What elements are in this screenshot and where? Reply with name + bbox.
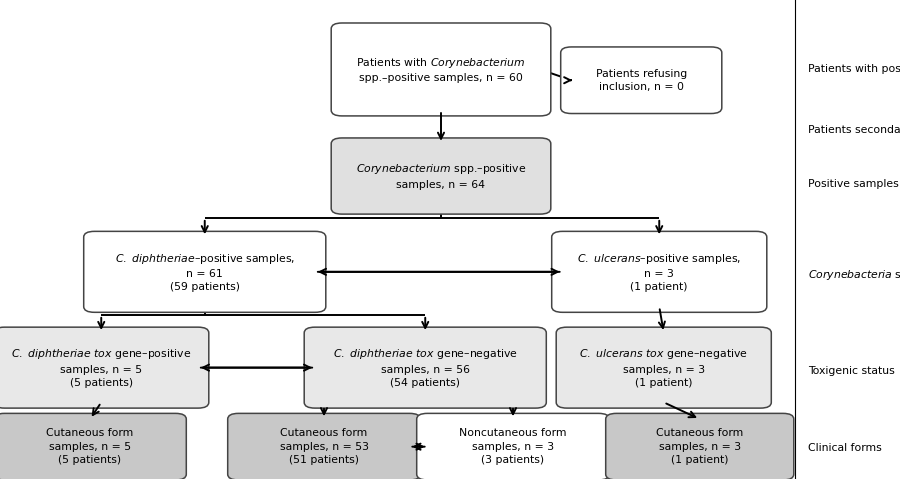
FancyBboxPatch shape xyxy=(304,327,546,408)
Text: Cutaneous form
samples, n = 53
(51 patients): Cutaneous form samples, n = 53 (51 patie… xyxy=(280,429,368,465)
Text: Positive samples: Positive samples xyxy=(808,180,899,189)
Text: Patients with $\it{Corynebacterium}$
spp.–positive samples, n = 60: Patients with $\it{Corynebacterium}$ spp… xyxy=(356,56,526,83)
FancyBboxPatch shape xyxy=(417,413,609,479)
Text: $\it{Corynebacteria}$ species: $\it{Corynebacteria}$ species xyxy=(808,268,900,283)
Text: Patients refusing
inclusion, n = 0: Patients refusing inclusion, n = 0 xyxy=(596,68,687,92)
Text: Noncutaneous form
samples, n = 3
(3 patients): Noncutaneous form samples, n = 3 (3 pati… xyxy=(459,429,567,465)
FancyBboxPatch shape xyxy=(0,327,209,408)
Text: Cutaneous form
samples, n = 5
(5 patients): Cutaneous form samples, n = 5 (5 patient… xyxy=(47,429,133,465)
Text: $\it{C.\ diphtheriae}$$\it{\ tox}$ gene–positive
samples, n = 5
(5 patients): $\it{C.\ diphtheriae}$$\it{\ tox}$ gene–… xyxy=(11,347,192,388)
FancyBboxPatch shape xyxy=(331,138,551,214)
FancyBboxPatch shape xyxy=(228,413,420,479)
FancyBboxPatch shape xyxy=(606,413,794,479)
FancyBboxPatch shape xyxy=(561,47,722,114)
Text: $\it{C.\ diphtheriae}$–positive samples,
n = 61
(59 patients): $\it{C.\ diphtheriae}$–positive samples,… xyxy=(114,251,295,292)
Text: Patients secondarily excluded: Patients secondarily excluded xyxy=(808,125,900,135)
Text: Toxigenic status: Toxigenic status xyxy=(808,366,895,376)
Text: $\it{C.\ ulcerans}$$\it{\ tox}$ gene–negative
samples, n = 3
(1 patient): $\it{C.\ ulcerans}$$\it{\ tox}$ gene–neg… xyxy=(580,347,748,388)
FancyBboxPatch shape xyxy=(0,413,186,479)
FancyBboxPatch shape xyxy=(84,231,326,312)
Text: $\it{C.\ ulcerans}$–positive samples,
n = 3
(1 patient): $\it{C.\ ulcerans}$–positive samples, n … xyxy=(577,251,742,292)
FancyBboxPatch shape xyxy=(552,231,767,312)
FancyBboxPatch shape xyxy=(556,327,771,408)
Text: Cutaneous form
samples, n = 3
(1 patient): Cutaneous form samples, n = 3 (1 patient… xyxy=(656,429,743,465)
Text: $\it{Corynebacterium}$ spp.–positive
samples, n = 64: $\it{Corynebacterium}$ spp.–positive sam… xyxy=(356,162,526,190)
FancyBboxPatch shape xyxy=(331,23,551,116)
Text: Clinical forms: Clinical forms xyxy=(808,443,882,453)
Text: Patients with positive samples: Patients with positive samples xyxy=(808,65,900,74)
Text: $\it{C.\ diphtheriae}$$\it{\ tox}$ gene–negative
samples, n = 56
(54 patients): $\it{C.\ diphtheriae}$$\it{\ tox}$ gene–… xyxy=(333,347,518,388)
